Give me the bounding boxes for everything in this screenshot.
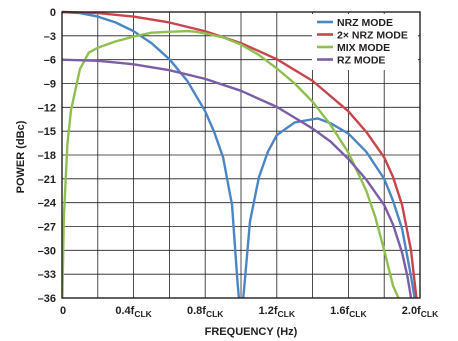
x-tick-label: 0 — [60, 305, 66, 317]
x-tick-label: 2.0fCLK — [402, 305, 439, 319]
x-tick-label: 0.8fCLK — [187, 305, 224, 319]
y-tick-label: –15 — [38, 126, 56, 138]
legend-label: MIX MODE — [337, 42, 390, 54]
legend-label: RZ MODE — [337, 55, 385, 67]
y-tick-label: –27 — [38, 222, 56, 234]
y-tick-label: –18 — [38, 150, 56, 162]
y-tick-label: –36 — [38, 293, 56, 305]
y-tick-label: –33 — [38, 269, 56, 281]
x-axis-ticks: 0 0.4fCLK 0.8fCLK 1.2fCLK 1.6fCLK 2.0fCLK — [60, 305, 439, 319]
x-axis-title: FREQUENCY (Hz) — [205, 326, 298, 338]
y-tick-label: –6 — [44, 55, 56, 67]
y-tick-label: –9 — [44, 79, 56, 91]
grid — [62, 12, 420, 298]
series-group — [62, 10, 418, 298]
series-line-1 — [62, 10, 418, 298]
series-line-2 — [62, 29, 402, 298]
y-tick-label: 0 — [50, 7, 56, 19]
series-line-0 — [62, 10, 416, 298]
x-tick-label: 0.4fCLK — [115, 305, 152, 319]
plot-area — [62, 10, 418, 298]
y-axis-title: POWER (dBc) — [15, 120, 27, 193]
series-line-3 — [62, 58, 413, 298]
y-tick-label: –3 — [44, 31, 56, 43]
y-axis-ticks: 0 –3 –6 –9 –12 –15 –18 –21 –24 –27 –30 –33 –36 — [38, 7, 57, 305]
y-tick-label: –21 — [38, 174, 56, 186]
x-tick-label: 1.6fCLK — [330, 305, 367, 319]
x-tick-label: 1.2fCLK — [259, 305, 296, 319]
legend-label: NRZ MODE — [337, 17, 393, 29]
y-tick-label: –24 — [38, 198, 57, 210]
legend-label: 2× NRZ MODE — [337, 30, 408, 42]
plot-frame — [61, 11, 421, 299]
y-tick-label: –12 — [38, 102, 56, 114]
y-tick-label: –30 — [38, 245, 56, 257]
